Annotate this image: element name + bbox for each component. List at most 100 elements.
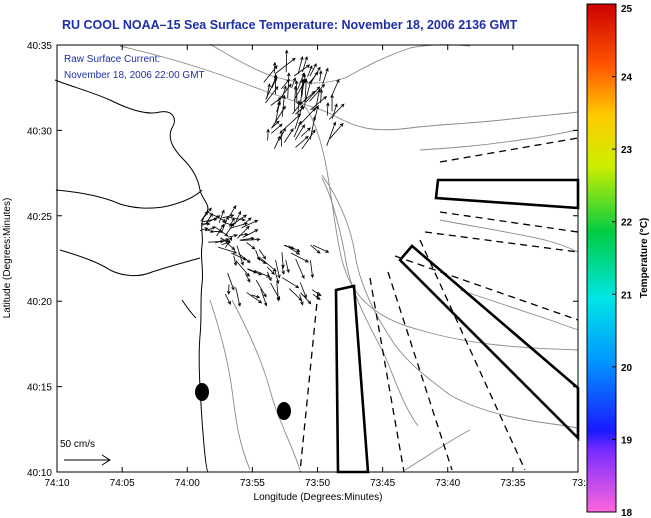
- current-vector: [288, 245, 301, 252]
- current-vector: [241, 219, 259, 229]
- current-vector: [305, 86, 321, 103]
- y-tick-label: 40:25: [27, 212, 52, 223]
- station-marker: [277, 402, 291, 420]
- y-tick-label: 40:30: [27, 126, 52, 137]
- surface-current-vectors: [199, 49, 345, 307]
- current-vector: [300, 127, 311, 137]
- current-vector: [222, 221, 234, 227]
- current-vector: [298, 90, 316, 106]
- current-vector: [258, 249, 267, 260]
- current-vector: [326, 121, 337, 146]
- zone-polygons: [334, 178, 580, 474]
- current-vector: [274, 57, 296, 75]
- current-vector: [270, 123, 283, 134]
- current-vector: [251, 294, 261, 299]
- current-vector: [274, 135, 281, 149]
- x-tick-label: 73:3: [572, 478, 592, 489]
- x-axis-ticks: 74:10 74:05 74:00 73:55 73:50 73:45 73:40 73:35…: [44, 45, 592, 489]
- y-axis-label: Latitude (Degrees:Minutes): [2, 198, 13, 319]
- scale-arrow: [64, 454, 111, 466]
- y-axis-ticks: 40:10 40:15 40:20 40:25 40:30 40:35: [27, 41, 578, 479]
- contour-line: [231, 299, 301, 471]
- current-vector: [235, 260, 250, 277]
- dashed-boundaries: [299, 137, 579, 473]
- current-vector: [204, 228, 215, 233]
- contour-line: [209, 43, 471, 84]
- current-vector: [326, 101, 330, 116]
- colorbar-tick-label: 24: [621, 73, 633, 84]
- current-vector: [200, 222, 211, 226]
- current-vector: [322, 67, 329, 85]
- x-tick-label: 74:10: [44, 478, 69, 489]
- current-vector: [245, 273, 251, 283]
- zone-polygon: [334, 284, 370, 474]
- current-vector: [295, 106, 305, 115]
- current-vector: [275, 259, 281, 279]
- current-vector: [284, 244, 301, 255]
- colorbar-tick-label: 23: [621, 145, 633, 156]
- current-vector: [294, 124, 306, 141]
- current-vector: [234, 210, 242, 225]
- current-vector: [293, 64, 311, 77]
- current-vector: [202, 217, 218, 223]
- current-vector: [200, 210, 209, 222]
- current-vector: [220, 216, 229, 234]
- contour-line: [439, 219, 579, 253]
- current-vector: [247, 268, 258, 274]
- current-vector: [227, 273, 235, 291]
- coastline-line: [181, 299, 197, 319]
- current-vector: [255, 250, 261, 261]
- current-vector: [298, 107, 316, 127]
- current-vector: [309, 71, 319, 83]
- current-vector: [277, 83, 292, 102]
- current-vector: [233, 255, 238, 267]
- current-vector: [240, 237, 261, 242]
- current-vector: [220, 238, 230, 243]
- current-vector: [281, 94, 286, 117]
- current-vector: [246, 242, 256, 250]
- coastline-line: [54, 79, 209, 473]
- current-vector: [228, 217, 246, 222]
- current-vector: [224, 293, 231, 306]
- current-vector: [290, 252, 310, 263]
- current-vector: [328, 103, 345, 120]
- contour-line: [209, 299, 251, 471]
- x-tick-label: 73:40: [435, 478, 460, 489]
- current-vector: [265, 75, 278, 100]
- y-tick-label: 40:20: [27, 297, 52, 308]
- current-vector: [208, 239, 225, 244]
- contour-line: [321, 177, 419, 427]
- contour-line: [404, 429, 471, 471]
- current-vector: [246, 292, 263, 304]
- zone-polygon: [434, 178, 580, 210]
- current-vector: [230, 214, 247, 227]
- current-vector: [227, 284, 231, 295]
- dashed-line: [439, 211, 579, 233]
- current-vector: [319, 88, 323, 104]
- current-vector: [283, 128, 294, 143]
- current-vector: [274, 270, 280, 285]
- current-vector: [216, 223, 225, 237]
- current-vector: [284, 49, 289, 73]
- colorbar-tick-label: 21: [621, 290, 633, 301]
- current-vector: [318, 70, 323, 81]
- x-axis-label: Longitude (Degrees:Minutes): [254, 492, 383, 503]
- contour-line: [419, 129, 579, 151]
- current-vector: [259, 257, 277, 272]
- current-vector: [331, 103, 338, 119]
- colorbar-label: Temperature (°C): [639, 218, 650, 299]
- current-vector: [229, 205, 237, 217]
- coastline-line: [55, 189, 203, 209]
- scale-arrow-head: [101, 454, 111, 466]
- current-vector: [267, 271, 272, 282]
- dashed-line: [424, 231, 579, 253]
- colorbar-tick-label: 18: [621, 508, 633, 518]
- current-vector: [331, 78, 340, 97]
- colorbar-tick-label: 20: [621, 363, 633, 374]
- current-vector: [309, 63, 317, 77]
- current-vector: [301, 129, 316, 150]
- current-vector: [310, 95, 328, 111]
- current-vector: [214, 226, 229, 237]
- current-vector: [279, 129, 283, 147]
- dashed-line: [369, 277, 405, 473]
